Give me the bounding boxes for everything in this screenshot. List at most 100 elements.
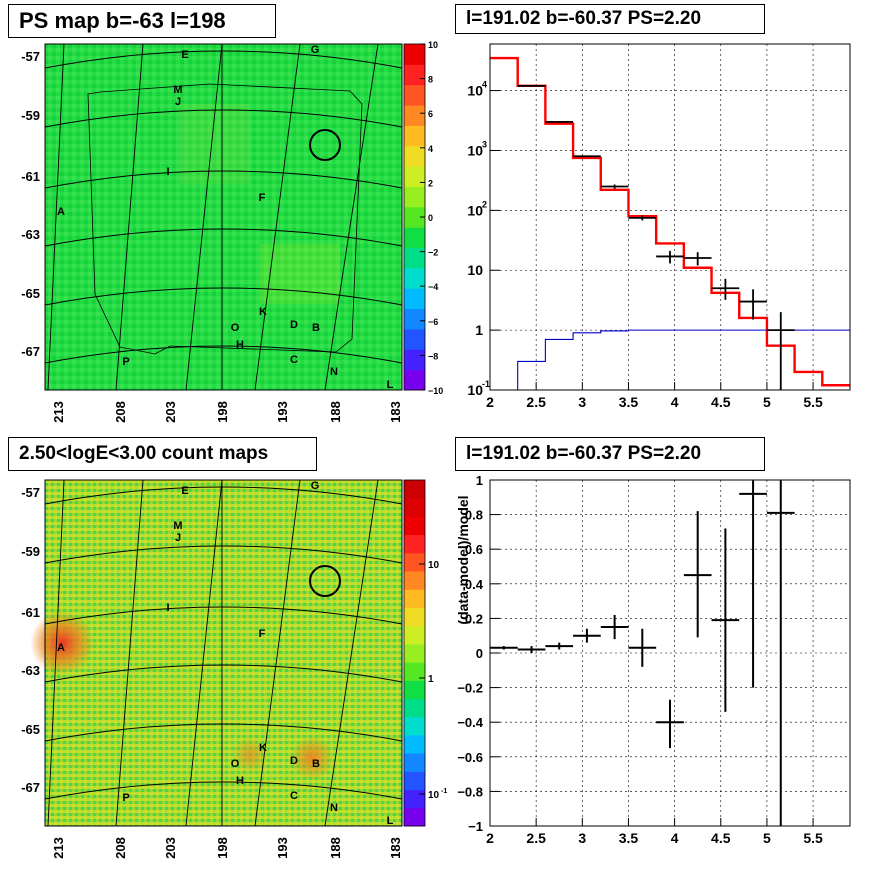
colorbar-segment (404, 807, 425, 827)
colorbar-segment (404, 643, 425, 663)
colorbar-segment (404, 44, 425, 65)
colorbar-segment (404, 589, 425, 608)
source-label: F (259, 192, 266, 204)
colorbar-segment (404, 166, 425, 187)
source-label: A (57, 642, 65, 654)
source-label: D (290, 755, 298, 767)
map-frame (44, 43, 403, 391)
source-label: P (122, 356, 129, 368)
hotspot-k (232, 737, 268, 773)
source-label: O (231, 758, 240, 770)
y-tick-label: 0 (476, 646, 483, 661)
map-frame (44, 479, 403, 827)
latitude-line (44, 50, 403, 69)
colorbar-segment (404, 145, 425, 167)
colorbar-frame (403, 43, 426, 391)
x-tick-label: 193 (275, 401, 290, 423)
source-label: H (236, 775, 244, 787)
x-tick-label: 2.5 (526, 830, 546, 846)
longitude-line (254, 43, 301, 391)
latitude-line (44, 606, 403, 625)
colorbar-segment (404, 369, 425, 391)
latitude-line (44, 109, 403, 128)
y-tick-label: −0.8 (457, 784, 483, 799)
y-tick-label: −1 (468, 819, 483, 834)
x-tick-label: 2.5 (526, 394, 546, 410)
source-label: N (330, 366, 338, 378)
source-label: J (175, 96, 181, 108)
colorbar-segment (404, 789, 425, 809)
colorbar-segment (404, 662, 425, 681)
x-tick-label: 5.5 (803, 394, 823, 410)
colorbar-segment (404, 125, 425, 147)
longitude-line (185, 43, 223, 391)
x-tick-label: 3.5 (619, 830, 639, 846)
map-background (45, 480, 402, 826)
colorbar-segment (404, 680, 425, 700)
colorbar-segment (404, 753, 425, 772)
source-label: G (311, 44, 320, 56)
source-label: G (311, 480, 320, 492)
source-label: F (259, 628, 266, 640)
colorbar-tick-label: 1 (428, 674, 434, 685)
colorbar-tick-label: 4 (428, 144, 433, 154)
colorbar-segment (404, 84, 425, 106)
source-label: L (387, 815, 394, 827)
colorbar-segment (404, 308, 425, 330)
colorbar-tick-label: −6 (428, 317, 438, 327)
longitude-line (115, 479, 144, 827)
colorbar-segment (404, 288, 425, 310)
colorbar-tick-label: 10 (428, 40, 438, 50)
colorbar-segment (404, 607, 425, 627)
source-circle (309, 565, 341, 597)
bottom-left-title: 2.50<logE<3.00 count maps (8, 437, 317, 471)
latitude-line (44, 287, 403, 306)
y-tick-exponent: 3 (482, 139, 487, 149)
colorbar-frame (403, 479, 426, 827)
source-label: H (236, 339, 244, 351)
y-tick-label: -65 (21, 286, 40, 301)
bottom-right-title: l=191.02 b=-60.37 PS=2.20 (455, 437, 765, 471)
colorbar-tick-label: 8 (428, 75, 433, 85)
x-tick-label: 213 (51, 837, 66, 859)
x-tick-label: 198 (215, 837, 230, 859)
y-tick-label: 10 (467, 382, 483, 398)
colorbar-segment (404, 247, 425, 269)
x-tick-label: 183 (388, 401, 403, 423)
colorbar-tick-label: −10 (428, 386, 443, 396)
colorbar-segment (404, 227, 425, 249)
x-tick-label: 4 (671, 394, 679, 410)
longitude-line (185, 479, 223, 827)
y-axis-label: (data-model)/model (455, 495, 471, 624)
source-label: J (175, 532, 181, 544)
y-tick-label: -61 (21, 169, 40, 184)
x-tick-label: 188 (328, 401, 343, 423)
source-label: C (290, 354, 298, 366)
y-tick-label: -61 (21, 605, 40, 620)
x-tick-label: 2 (486, 394, 494, 410)
model-histogram (490, 56, 850, 387)
y-tick-label: 10 (467, 262, 483, 278)
source-label: B (312, 758, 320, 770)
x-tick-label: 208 (113, 837, 128, 859)
top-left-title: PS map b=-63 l=198 (8, 4, 276, 38)
x-tick-label: 5.5 (803, 830, 823, 846)
x-tick-label: 193 (275, 837, 290, 859)
y-tick-label: 0.6 (465, 542, 483, 557)
map-background (45, 44, 402, 390)
colorbar-segment (404, 698, 425, 718)
source-label: E (181, 485, 188, 497)
source-label: B (312, 322, 320, 334)
source-label: C (290, 790, 298, 802)
colorbar-segment (404, 328, 425, 350)
colorbar-tick-label: 2 (428, 178, 433, 188)
y-tick-label: 1 (476, 473, 483, 488)
colorbar-segment (404, 480, 425, 499)
source-label: K (259, 306, 267, 318)
latitude-line (44, 486, 403, 505)
x-tick-label: 208 (113, 401, 128, 423)
colorbar-segment (404, 267, 425, 289)
